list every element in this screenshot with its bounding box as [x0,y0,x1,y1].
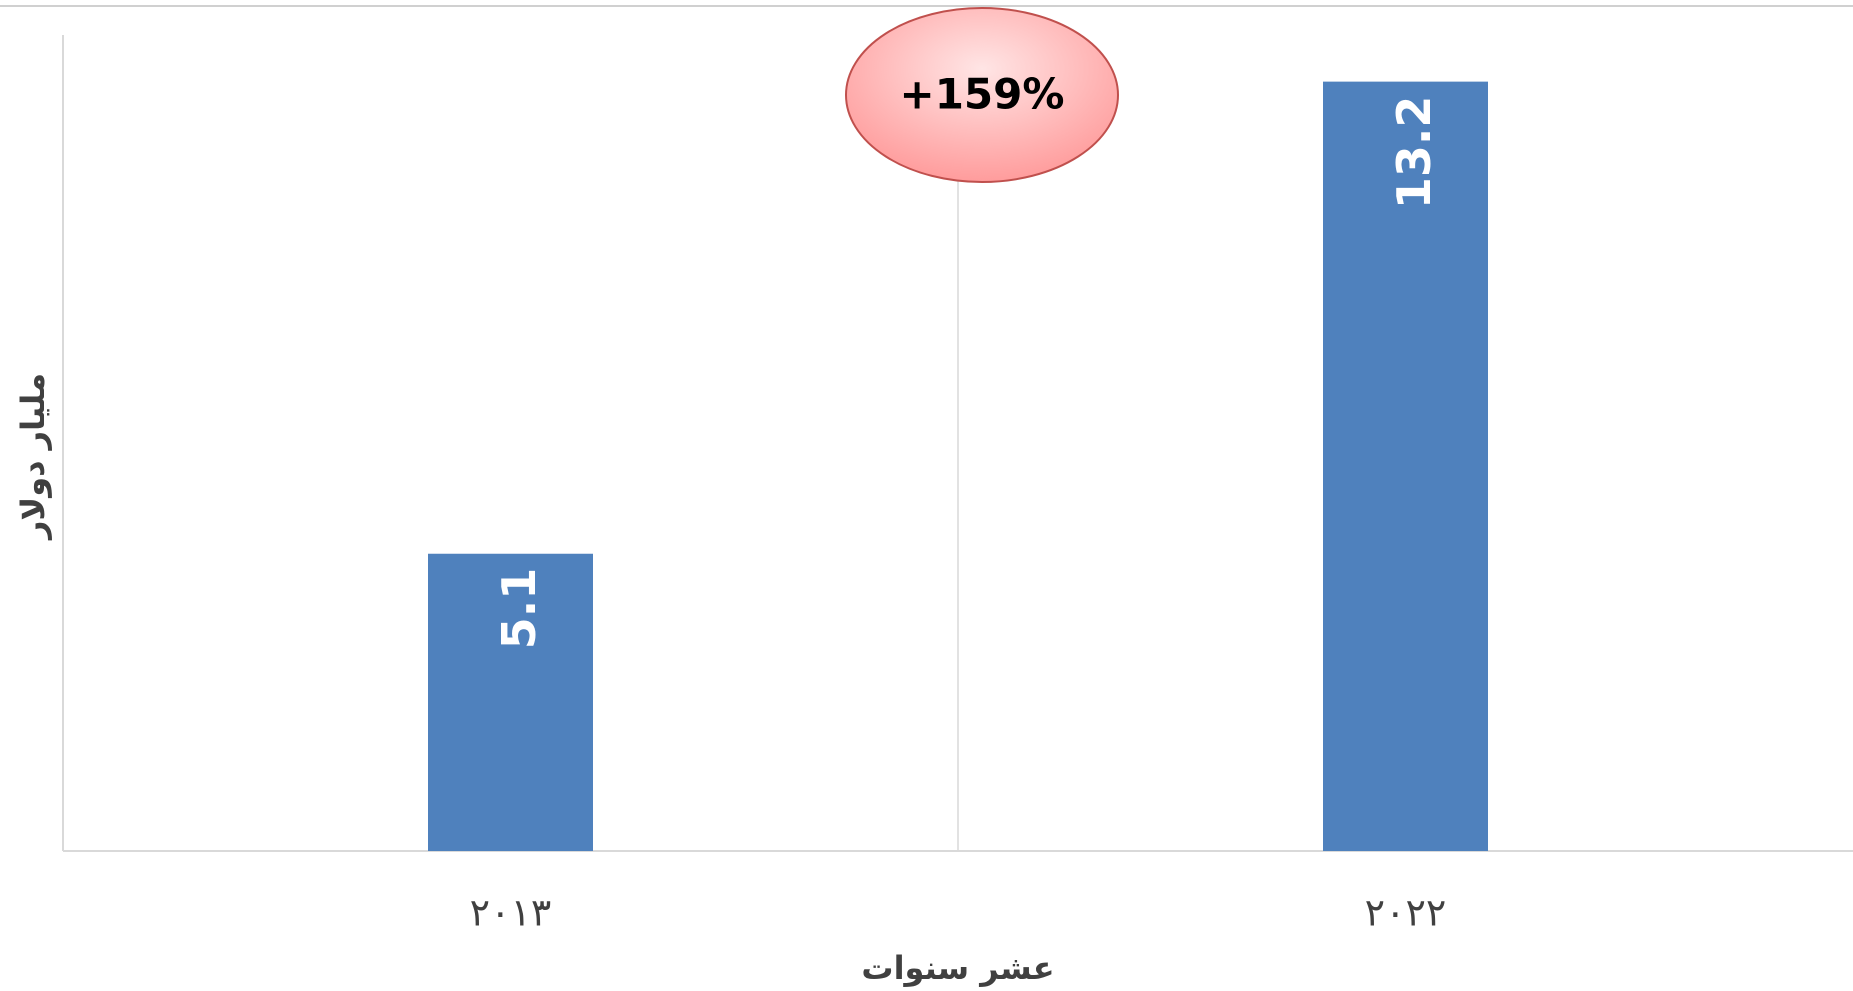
x-tick-label: ٢٠١٣ [470,891,552,935]
x-axis-label: عشر سنوات [861,949,1054,987]
data-label: 13.2 [1387,96,1441,210]
bar [1323,81,1488,852]
annotation-bubble [845,7,1119,183]
x-tick-label: ٢٠٢٢ [1365,891,1447,935]
bar [428,553,593,851]
data-label: 5.1 [492,568,546,650]
annotation: +159% [900,70,1065,119]
y-axis-label: مليار دولار [14,373,52,541]
